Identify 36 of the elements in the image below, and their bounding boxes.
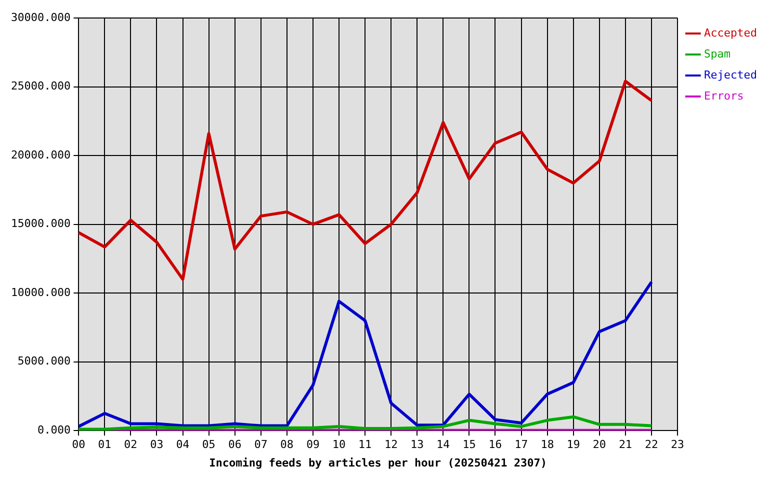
x-tick-label: 14 — [436, 438, 450, 452]
legend-label: Errors — [704, 89, 744, 102]
x-tick-label: 08 — [280, 438, 294, 452]
x-tick-label: 19 — [566, 438, 580, 452]
y-tick-label: 20000.000 — [10, 148, 71, 162]
y-tick-label: 30000.000 — [10, 10, 71, 24]
y-tick-label: 10000.000 — [10, 286, 71, 299]
x-axis-title: Incoming feeds by articles per hour (20250421 2307) — [209, 456, 547, 470]
x-tick-label: 13 — [410, 438, 424, 452]
x-tick-label: 00 — [72, 438, 86, 452]
x-tick-label: 02 — [124, 438, 138, 452]
x-tick-label: 10 — [332, 438, 346, 452]
x-tick-label: 15 — [462, 438, 476, 452]
legend-label: Accepted — [704, 26, 758, 40]
x-tick-label: 16 — [488, 438, 502, 452]
x-tick-label: 18 — [540, 438, 554, 452]
legend-label: Rejected — [704, 68, 758, 82]
legend-label: Spam — [704, 47, 731, 60]
x-tick-label: 09 — [306, 438, 320, 452]
x-tick-label: 01 — [98, 438, 112, 452]
x-tick-label: 04 — [176, 438, 190, 452]
x-tick-label: 17 — [514, 438, 528, 452]
x-tick-label: 20 — [592, 438, 606, 452]
x-tick-label: 03 — [150, 438, 164, 452]
x-tick-label: 21 — [618, 438, 632, 452]
x-tick-label: 22 — [644, 438, 658, 452]
y-tick-label: 15000.000 — [10, 217, 71, 230]
y-tick-label: 0.000 — [37, 423, 71, 436]
x-tick-label: 07 — [254, 438, 268, 452]
y-tick-label: 5000.000 — [18, 354, 71, 368]
x-tick-label: 12 — [384, 438, 398, 452]
x-tick-label: 05 — [202, 438, 216, 452]
y-tick-label: 25000.000 — [10, 80, 71, 93]
x-tick-label: 06 — [228, 438, 242, 452]
x-tick-label: 23 — [670, 438, 684, 452]
x-tick-label: 11 — [358, 438, 372, 452]
